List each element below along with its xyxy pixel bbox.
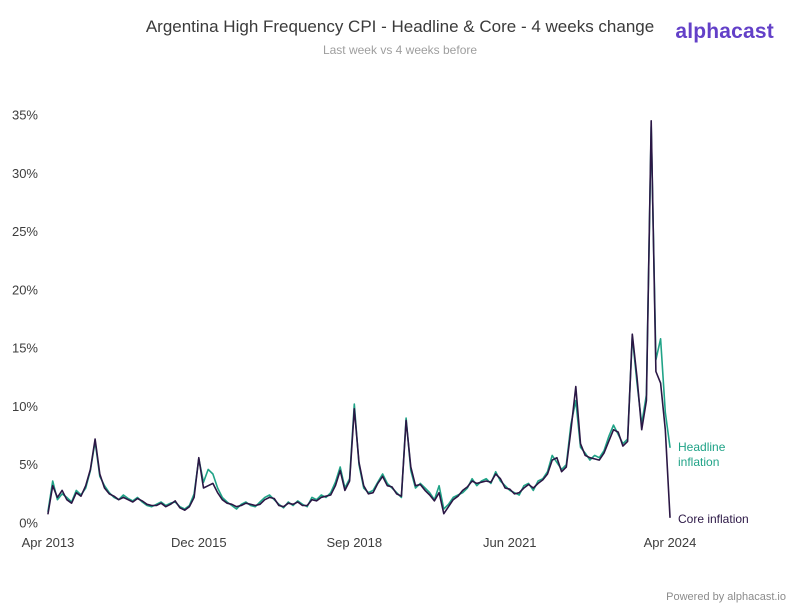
core-series-label: Core inflation bbox=[678, 512, 749, 526]
svg-text:Dec 2015: Dec 2015 bbox=[171, 535, 227, 550]
svg-text:Apr 2013: Apr 2013 bbox=[22, 535, 75, 550]
svg-text:0%: 0% bbox=[19, 516, 38, 531]
svg-text:30%: 30% bbox=[12, 166, 38, 181]
svg-text:10%: 10% bbox=[12, 399, 38, 414]
svg-text:Sep 2018: Sep 2018 bbox=[326, 535, 382, 550]
svg-text:Apr 2024: Apr 2024 bbox=[644, 535, 697, 550]
svg-text:35%: 35% bbox=[12, 108, 38, 123]
headline-series-label: Headline inflation bbox=[678, 440, 726, 469]
svg-text:20%: 20% bbox=[12, 282, 38, 297]
svg-text:15%: 15% bbox=[12, 341, 38, 356]
svg-text:25%: 25% bbox=[12, 224, 38, 239]
powered-by-credit[interactable]: Powered by alphacast.io bbox=[666, 591, 786, 603]
chart-title: Argentina High Frequency CPI - Headline … bbox=[145, 17, 655, 36]
chart-canvas: 0% 5% 10% 15% 20% 25% 30% 35% Apr 2013 Dec 2015 Se… bbox=[12, 108, 697, 551]
svg-text:5%: 5% bbox=[19, 457, 38, 472]
line-chart: 0% 5% 10% 15% 20% 25% 30% 35% Apr 2013 Dec 2015 Se… bbox=[0, 85, 800, 565]
svg-text:Jun 2021: Jun 2021 bbox=[483, 535, 537, 550]
chart-subtitle: Last week vs 4 weeks before bbox=[322, 43, 478, 58]
alphacast-logo[interactable]: alphacast bbox=[675, 20, 774, 43]
